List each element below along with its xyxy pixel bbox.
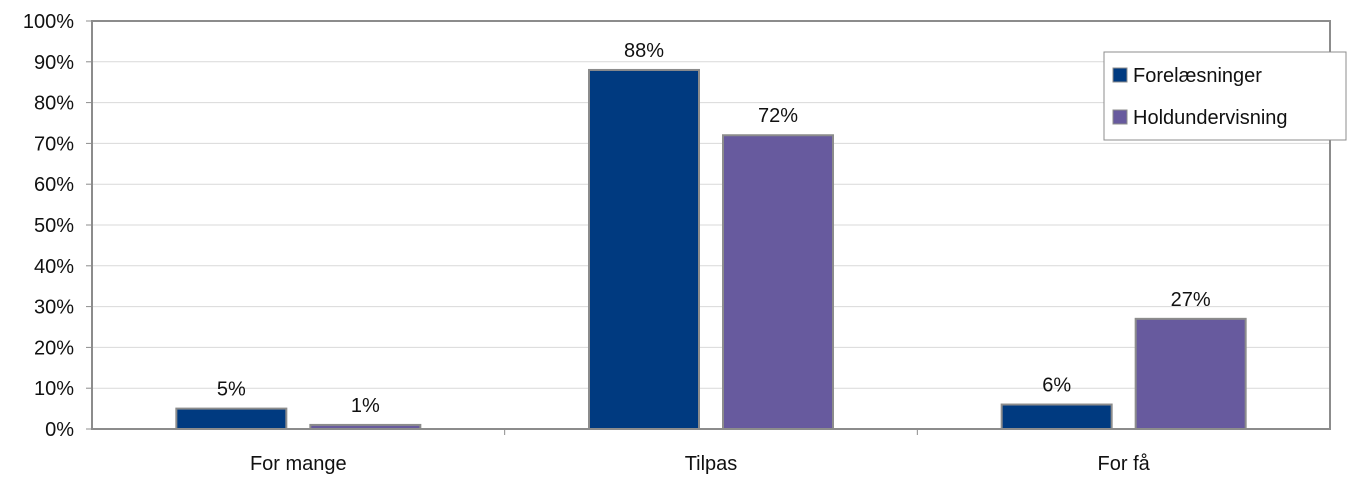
- y-tick-label: 70%: [34, 133, 74, 155]
- bar: [1000, 403, 1113, 430]
- legend-label-holdundervisning: Holdundervisning: [1133, 107, 1288, 129]
- y-tick-label: 50%: [34, 215, 74, 237]
- x-tick-label: Tilpas: [685, 453, 738, 475]
- y-tick-label: 10%: [34, 378, 74, 400]
- labels: 0% 10% 20% 30% 40% 50% 60% 70% 80% 90% 100% 5% 1% For…: [23, 11, 1211, 475]
- y-tick-label: 100%: [23, 11, 74, 33]
- y-tick-label: 60%: [34, 174, 74, 196]
- y-tick-label: 90%: [34, 52, 74, 74]
- legend-swatch-forelaesninger: [1112, 67, 1128, 83]
- bar: [588, 68, 700, 431]
- legend: Forelæsninger Holdundervisning: [1103, 51, 1347, 141]
- legend-box: [1103, 51, 1347, 141]
- y-tick-label: 40%: [34, 256, 74, 278]
- bar: [1134, 317, 1247, 430]
- bar: [175, 407, 288, 431]
- legend-label-forelaesninger: Forelæsninger: [1133, 65, 1262, 87]
- plot-area-border: [91, 20, 1331, 430]
- x-tick-label: For mange: [250, 453, 347, 475]
- y-tick-label: 20%: [34, 337, 74, 359]
- data-label: 27%: [1171, 289, 1211, 311]
- bars: [175, 68, 1247, 431]
- x-tick-label: For få: [1098, 453, 1151, 475]
- data-label: 88%: [624, 40, 664, 62]
- bar: [722, 134, 834, 431]
- y-tick-label: 30%: [34, 297, 74, 319]
- legend-swatch-holdundervisning: [1112, 109, 1128, 125]
- data-label: 72%: [758, 105, 798, 127]
- data-label: 5%: [217, 379, 246, 401]
- axes: [86, 20, 1331, 435]
- y-tick-label: 0%: [45, 419, 74, 441]
- y-tick-label: 80%: [34, 93, 74, 115]
- data-label: 6%: [1042, 375, 1071, 397]
- data-label: 1%: [351, 395, 380, 417]
